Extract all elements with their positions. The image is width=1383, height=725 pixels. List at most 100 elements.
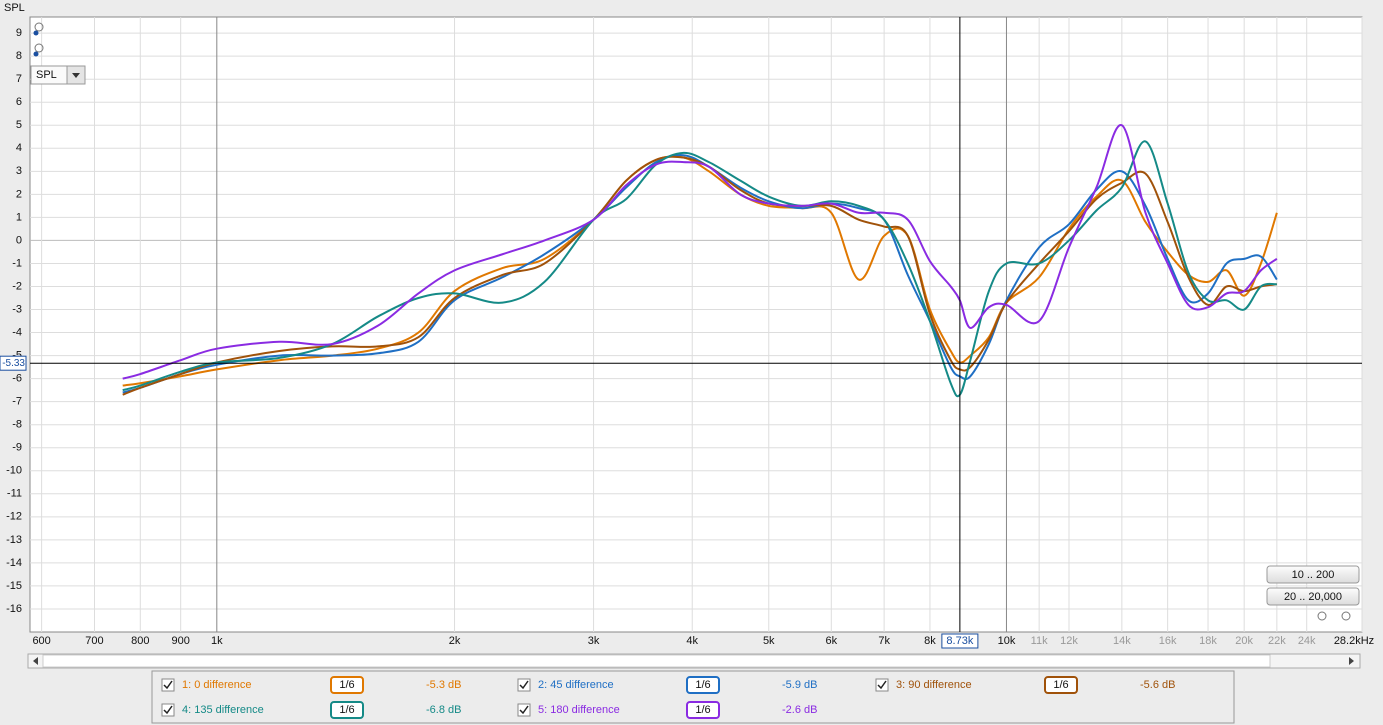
response-curve [122, 140, 1277, 398]
y-tick-label: -12 [6, 511, 22, 523]
y-tick-label: -3 [12, 303, 22, 315]
x-tick-label: 6k [825, 635, 837, 647]
x-tick-label: 18k [1199, 635, 1217, 647]
x-tick-label: 22k [1268, 635, 1286, 647]
y-axis-label: SPL [4, 2, 25, 14]
y-tick-label: -2 [12, 280, 22, 292]
legend-checkbox[interactable] [161, 678, 175, 692]
legend-checkbox[interactable] [517, 678, 531, 692]
legend-checkbox[interactable] [875, 678, 889, 692]
y-tick-label: 1 [16, 211, 22, 223]
x-tick-label: 14k [1113, 635, 1131, 647]
legend-entry: 2: 45 difference 1/6 -5.9 dB [517, 676, 817, 694]
y-tick-label: -7 [12, 396, 22, 408]
legend-name: 4: 135 difference [182, 704, 264, 716]
x-tick-label: 4k [686, 635, 698, 647]
y-tick-label: -16 [6, 603, 22, 615]
zoom-icons[interactable] [1317, 611, 1351, 621]
y-tick-label: -13 [6, 534, 22, 546]
y-tick-label: 5 [16, 119, 22, 131]
y-tick-label: 6 [16, 96, 22, 108]
cursor-y-label: -5.33 [2, 358, 25, 369]
checkmark [519, 680, 529, 690]
range-button[interactable]: 20 .. 20,000 [1266, 587, 1360, 606]
range-button[interactable]: 10 .. 200 [1266, 565, 1360, 584]
x-tick-label: 11k [1031, 635, 1048, 647]
smoothing-box[interactable] [330, 701, 364, 719]
x-tick-label: 7k [878, 635, 890, 647]
y-tick-label: 7 [16, 73, 22, 85]
y-tick-label: -10 [6, 465, 22, 477]
legend-checkbox[interactable] [517, 703, 531, 717]
checkmark [163, 705, 173, 715]
y-tick-label: -1 [12, 257, 22, 269]
plot-area [29, 16, 1363, 633]
legend-entry: 5: 180 difference 1/6 -2.6 dB [517, 701, 817, 719]
checkmark [163, 680, 173, 690]
smoothing-box[interactable] [330, 676, 364, 694]
legend-name: 5: 180 difference [538, 704, 620, 716]
cursor-value: -6.8 dB [426, 704, 461, 716]
smoothing-label: 1/6 [339, 679, 354, 691]
x-tick-label: 16k [1159, 635, 1177, 647]
y-tick-label: -4 [12, 326, 22, 338]
cursor-x-label: 8.73k [946, 635, 973, 647]
legend-entry: 4: 135 difference 1/6 -6.8 dB [161, 701, 461, 719]
x-tick-label: 8k [924, 635, 936, 647]
smoothing-label: 1/6 [695, 679, 710, 691]
cursor-value: -5.6 dB [1140, 679, 1175, 691]
smoothing-label: 1/6 [695, 704, 710, 716]
cursor-value: -5.3 dB [426, 679, 461, 691]
smoothing-box[interactable] [686, 676, 720, 694]
y-tick-label: 3 [16, 165, 22, 177]
legend-checkbox[interactable] [161, 703, 175, 717]
y-tick-label: -9 [12, 442, 22, 454]
button-label[interactable]: 20 .. 20,000 [1284, 591, 1342, 603]
x-tick-label: 900 [171, 635, 189, 647]
y-tick-label: -14 [6, 557, 22, 569]
x-tick-label: 5k [763, 635, 775, 647]
legend-entry: 3: 90 difference 1/6 -5.6 dB [875, 676, 1175, 694]
zoom-out-icon[interactable] [33, 43, 44, 57]
spl-dropdown[interactable]: SPL [30, 65, 86, 85]
scrollbar[interactable] [27, 653, 1361, 669]
smoothing-box[interactable] [686, 701, 720, 719]
y-tick-label: -5 [12, 350, 22, 362]
x-tick-label: 10k [998, 635, 1016, 647]
x-tick-label: 3k [588, 635, 600, 647]
legend-entry: 1: 0 difference 1/6 -5.3 dB [161, 676, 461, 694]
x-tick-label: 20k [1235, 635, 1253, 647]
cursor-y-box [0, 355, 27, 371]
legend-name: 3: 90 difference [896, 679, 972, 691]
x-tick-label: 800 [131, 635, 149, 647]
y-tick-label: 4 [16, 142, 22, 154]
smoothing-box[interactable] [1044, 676, 1078, 694]
response-curve [122, 155, 1277, 396]
y-tick-label: 0 [16, 234, 22, 246]
y-tick-label: -6 [12, 373, 22, 385]
legend-name: 2: 45 difference [538, 679, 614, 691]
smoothing-label: 1/6 [1053, 679, 1068, 691]
y-tick-label: 8 [16, 50, 22, 62]
response-curve [122, 154, 1278, 394]
y-tick-label: 2 [16, 188, 22, 200]
x-tick-label: 2k [449, 635, 461, 647]
x-tick-label: 600 [32, 635, 50, 647]
dropdown-label[interactable]: SPL [36, 69, 57, 81]
x-tick-label: 12k [1060, 635, 1078, 647]
checkmark [877, 680, 887, 690]
y-tick-label: 9 [16, 27, 22, 39]
cursor-value: -5.9 dB [782, 679, 817, 691]
x-tick-label: 28.2kHz [1334, 635, 1374, 647]
x-tick-label: 1k [211, 635, 223, 647]
legend-name: 1: 0 difference [182, 679, 252, 691]
y-tick-label: -8 [12, 419, 22, 431]
y-tick-label: -15 [6, 580, 22, 592]
x-tick-label: 700 [85, 635, 103, 647]
smoothing-label: 1/6 [339, 704, 354, 716]
response-curve [122, 124, 1278, 380]
button-label[interactable]: 10 .. 200 [1292, 569, 1335, 581]
zoom-in-icon[interactable] [33, 22, 44, 36]
checkmark [519, 705, 529, 715]
